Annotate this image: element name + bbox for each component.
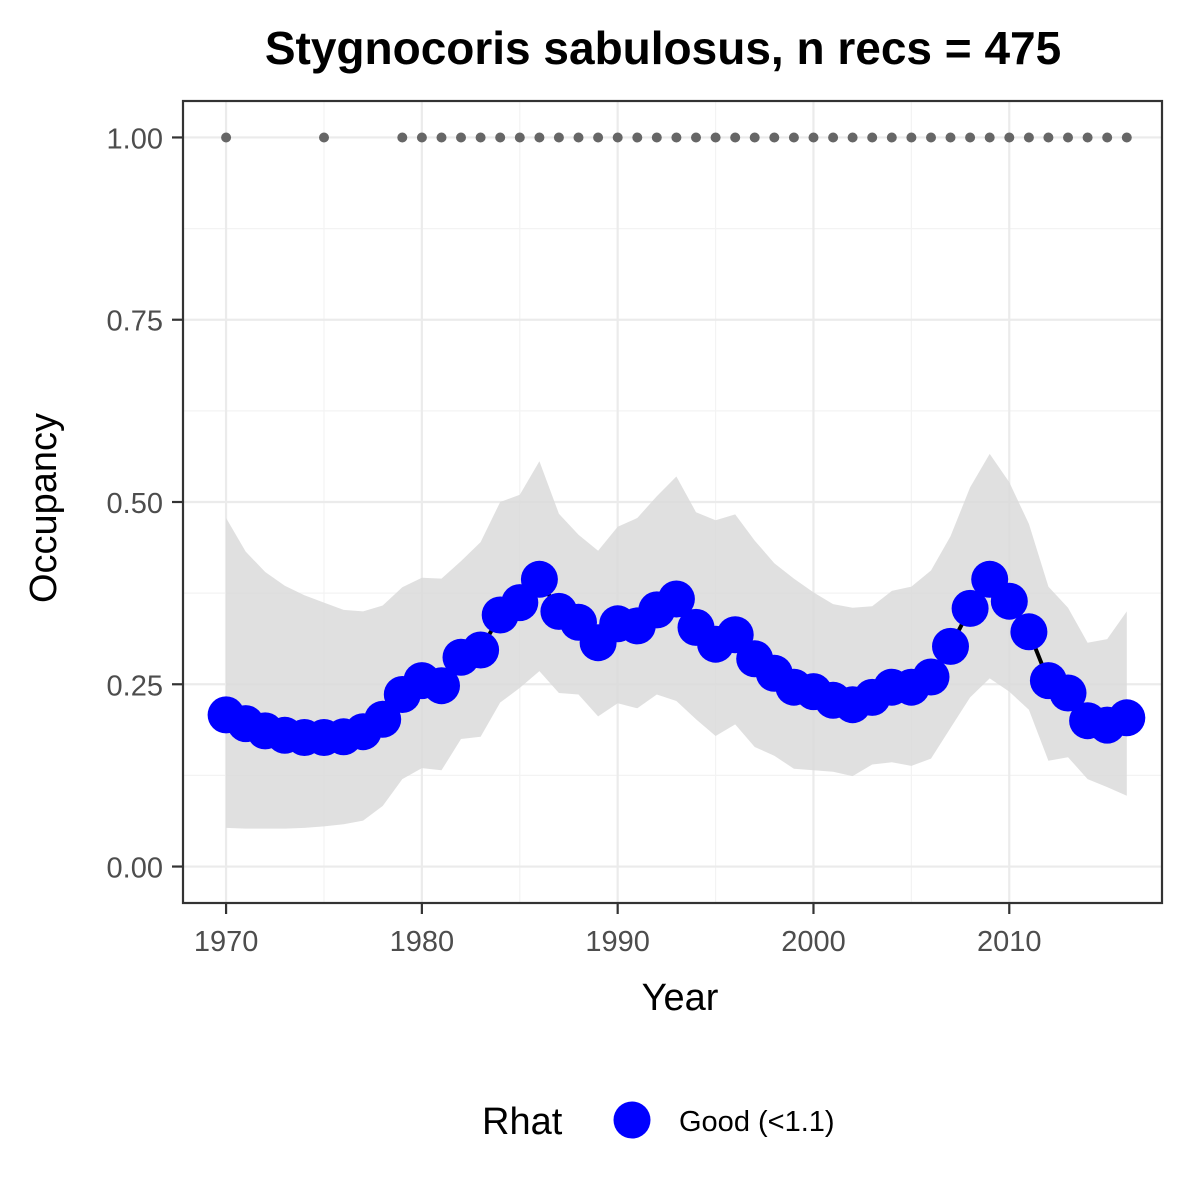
- record-point: [632, 132, 643, 143]
- occupancy-point: [990, 582, 1028, 620]
- record-point: [1063, 132, 1073, 143]
- y-tick-label: 0.25: [107, 670, 163, 702]
- occupancy-point: [912, 658, 950, 696]
- occupancy-point: [951, 589, 989, 627]
- record-point: [1004, 132, 1015, 143]
- x-axis: 1970 1980 1990 2000 2010: [194, 903, 1042, 958]
- record-point: [397, 132, 408, 143]
- occupancy-point: [520, 560, 558, 598]
- record-point: [1082, 132, 1093, 143]
- record-point: [1043, 132, 1054, 143]
- record-point: [984, 132, 995, 143]
- record-point: [867, 132, 878, 143]
- record-point: [808, 132, 819, 143]
- y-axis: 0.00 0.25 0.50 0.75 1.00: [107, 123, 183, 885]
- record-point: [710, 132, 721, 143]
- record-point: [788, 132, 799, 143]
- legend-label-good: Good (<1.1): [679, 1106, 835, 1138]
- occupancy-point: [932, 627, 969, 665]
- record-point: [671, 132, 682, 143]
- record-point: [847, 132, 858, 143]
- occupancy-point: [423, 667, 460, 705]
- confidence-band: [226, 453, 1127, 829]
- occupancy-point: [462, 631, 500, 669]
- record-point: [1121, 132, 1132, 143]
- occupancy-point: [1049, 674, 1087, 712]
- record-point: [514, 132, 525, 143]
- occupancy-point: [1108, 699, 1146, 737]
- x-tick-label: 1980: [390, 926, 455, 958]
- record-point: [828, 132, 839, 143]
- x-axis-title: Year: [642, 977, 719, 1019]
- record-point: [651, 132, 662, 143]
- x-tick-label: 2010: [977, 926, 1042, 958]
- legend-key-good: [613, 1101, 651, 1139]
- record-point: [319, 132, 329, 143]
- chart-title: Stygnocoris sabulosus, n recs = 475: [265, 22, 1061, 74]
- y-tick-label: 0.00: [107, 853, 163, 885]
- record-point: [906, 132, 917, 143]
- record-point: [945, 132, 956, 143]
- occupancy-points: [207, 560, 1146, 756]
- record-point: [769, 132, 780, 143]
- record-point: [886, 132, 897, 143]
- record-point: [416, 132, 427, 143]
- record-point: [553, 132, 564, 143]
- record-point: [612, 132, 623, 143]
- occupancy-point: [364, 700, 402, 738]
- record-point: [965, 132, 976, 143]
- record-point: [593, 132, 604, 143]
- occupancy-point: [657, 580, 695, 618]
- record-point: [1023, 132, 1034, 143]
- x-tick-label: 1990: [585, 926, 650, 958]
- record-point: [730, 132, 741, 143]
- legend-title: Rhat: [482, 1101, 563, 1143]
- x-tick-label: 1970: [194, 926, 259, 958]
- x-tick-label: 2000: [781, 926, 846, 958]
- y-tick-label: 0.75: [107, 306, 163, 338]
- legend: Rhat Good (<1.1): [482, 1101, 835, 1143]
- record-point: [221, 132, 232, 143]
- record-point: [475, 132, 486, 143]
- y-axis-title: Occupancy: [23, 413, 65, 603]
- record-point: [1102, 132, 1113, 143]
- y-tick-label: 0.50: [107, 488, 163, 520]
- record-markers: [221, 132, 1132, 143]
- record-point: [436, 132, 447, 143]
- record-point: [573, 132, 584, 143]
- occupancy-point: [1010, 613, 1048, 651]
- record-point: [495, 132, 506, 143]
- record-point: [749, 132, 760, 143]
- record-point: [926, 132, 936, 143]
- y-tick-label: 1.00: [107, 123, 163, 155]
- record-point: [691, 132, 701, 143]
- record-point: [456, 132, 466, 143]
- record-point: [534, 132, 545, 143]
